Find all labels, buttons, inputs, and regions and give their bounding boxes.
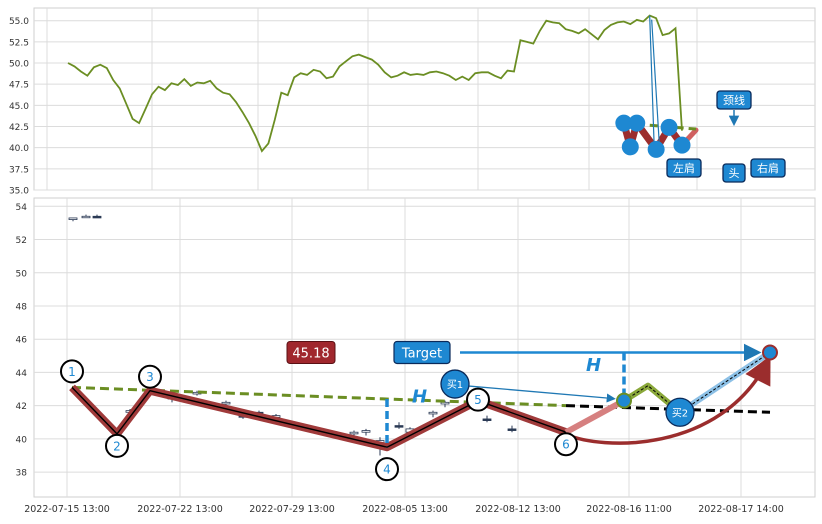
x-tick-label: 2022-07-15 13:00: [24, 504, 110, 515]
target-label-box: [393, 340, 451, 365]
pattern-point-marker: [628, 114, 646, 132]
pattern-guide-line: [651, 19, 660, 142]
height-label-right: H: [586, 355, 601, 376]
top-head-shoulders-pattern: 左肩 头 右肩 颈线: [615, 15, 786, 183]
head-label: 头: [729, 167, 740, 180]
bottom-x-axis: 2022-07-15 13:00 2022-07-22 13:00 2022-07-…: [24, 504, 784, 515]
x-tick-label: 2022-08-17 14:00: [698, 504, 784, 515]
top-y-tick-label: 37.5: [9, 165, 29, 175]
x-tick-label: 2022-08-16 11:00: [586, 504, 672, 515]
neckline-label: 颈线: [723, 93, 745, 107]
projection-curve-arrow: [565, 355, 771, 445]
bottom-y-tick-label: 46: [16, 336, 28, 346]
candle-body: [92, 215, 102, 219]
point-6-marker: [554, 432, 578, 457]
bottom-y-tick-label: 44: [16, 369, 28, 379]
target-value: 45.18: [292, 346, 329, 361]
right-shoulder-label-box: [750, 158, 786, 178]
candle-body: [507, 428, 517, 431]
pattern-guide-line: [649, 15, 655, 146]
candle-body: [221, 401, 231, 405]
point-4-marker: [375, 457, 399, 482]
buy1-marker: [440, 369, 470, 399]
bottom-y-tick-label: 42: [16, 402, 27, 412]
buy1-label: 买1: [447, 379, 463, 391]
x-tick-label: 2022-07-22 13:00: [137, 504, 223, 515]
bottom-y-tick-label: 54: [16, 203, 28, 213]
candle-body: [361, 430, 371, 433]
buy2-label: 买2: [672, 407, 688, 419]
bottom-y-tick-label: 48: [16, 302, 28, 312]
candle-body: [440, 401, 450, 405]
neckline-label-box: [716, 90, 752, 110]
top-price-line: [67, 14, 683, 153]
point-1-marker: [60, 359, 84, 384]
left-shoulder-label: 左肩: [673, 161, 695, 175]
point-1-label: 1: [68, 365, 76, 379]
point-5-label: 5: [474, 393, 482, 407]
inverse-head-shoulders-pattern: H H Target 45.18 买1 买2 1 2 3 4 5 6: [60, 340, 778, 482]
point-2-marker: [105, 433, 129, 458]
x-tick-label: 2022-07-29 13:00: [249, 504, 335, 515]
pattern-point-marker: [673, 136, 691, 154]
top-y-tick-label: 35.0: [9, 187, 29, 197]
bottom-y-axis: 38 40 42 44 46 48 50 52 54: [16, 203, 28, 479]
point-3-label: 3: [146, 370, 154, 384]
candle-body: [394, 425, 404, 428]
top-y-axis: 35.0 37.5 40.0 42.5 45.0 47.5 50.0 52.5 55.0: [9, 17, 29, 196]
bottom-y-tick-label: 52: [16, 236, 27, 246]
top-y-tick-label: 52.5: [9, 38, 29, 48]
pattern-path-inner: [71, 386, 567, 448]
top-y-tick-label: 55.0: [9, 17, 29, 27]
x-tick-label: 2022-08-12 13:00: [475, 504, 561, 515]
top-y-tick-label: 50.0: [9, 60, 29, 70]
point-5-marker: [466, 387, 490, 412]
target-label: Target: [401, 346, 442, 361]
top-y-tick-label: 45.0: [9, 102, 29, 112]
bottom-y-tick-label: 50: [16, 269, 28, 279]
pattern-point-marker: [621, 138, 639, 156]
top-grid: [34, 8, 815, 191]
top-y-tick-label: 40.0: [9, 144, 29, 154]
candle-body: [68, 217, 78, 220]
height-label-left: H: [412, 386, 427, 407]
head-label-box: [722, 163, 746, 183]
x-tick-label: 2022-08-05 13:00: [362, 504, 448, 515]
candle-body: [428, 411, 438, 415]
projection-segment-pink: [564, 398, 626, 435]
point-3-marker: [138, 364, 162, 389]
candle-body: [482, 418, 492, 421]
point-6-label: 6: [562, 438, 570, 452]
pattern-point-marker: [660, 118, 678, 136]
target-value-box: [286, 340, 336, 364]
price-series-line: [67, 14, 683, 153]
pattern-point-marker: [647, 140, 665, 158]
bottom-y-tick-label: 38: [16, 469, 28, 479]
point-2-label: 2: [113, 439, 121, 453]
buy2-marker: [665, 397, 695, 427]
candle-body: [349, 431, 359, 435]
point-4-label: 4: [383, 463, 391, 477]
left-shoulder-label-box: [666, 158, 702, 178]
target-marker: [762, 344, 778, 361]
right-shoulder-label: 右肩: [757, 161, 779, 175]
buy1-arrow: [468, 385, 616, 403]
bottom-y-tick-label: 40: [16, 435, 28, 445]
bottom-grid: [34, 198, 815, 497]
breakout-marker: [616, 392, 632, 409]
candle-body: [81, 215, 91, 219]
top-y-tick-label: 47.5: [9, 81, 29, 91]
top-y-tick-label: 42.5: [9, 123, 29, 133]
